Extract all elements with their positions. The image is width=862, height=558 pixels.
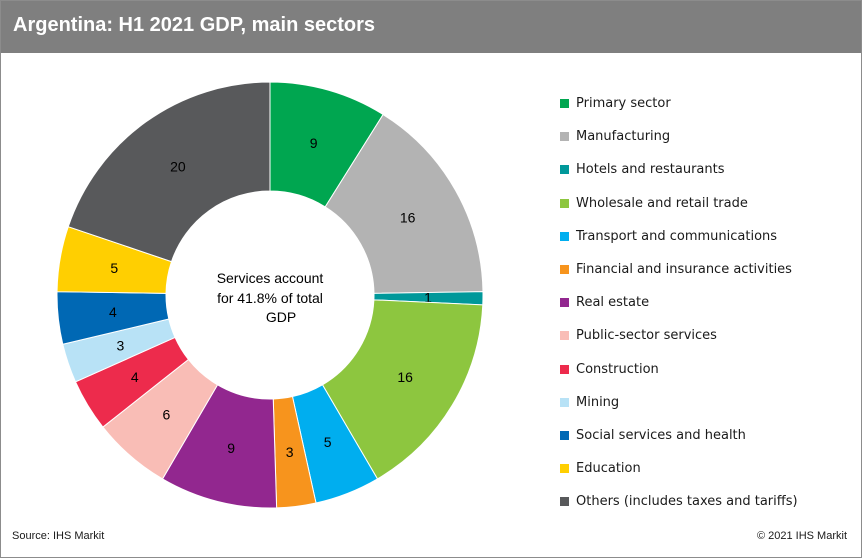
data-label-construction: 4 <box>131 369 139 385</box>
legend-swatch <box>560 464 569 474</box>
center-annotation-line: Services account <box>217 270 324 286</box>
legend-label: Social services and health <box>576 427 746 443</box>
data-label-transport-and-communications: 5 <box>324 434 332 450</box>
legend-label: Primary sector <box>576 96 671 112</box>
legend-item-manufacturing: Manufacturing <box>560 120 798 153</box>
data-label-education: 5 <box>110 260 118 276</box>
title-bar: Argentina: H1 2021 GDP, main sectors <box>1 1 861 53</box>
legend-item-public-sector-services: Public-sector services <box>560 319 798 352</box>
data-label-hotels-and-restaurants: 1 <box>424 289 432 305</box>
legend-item-hotels-and-restaurants: Hotels and restaurants <box>560 153 798 186</box>
legend-swatch <box>560 430 569 440</box>
legend-label: Hotels and restaurants <box>576 162 725 178</box>
legend-swatch <box>560 198 569 208</box>
legend-label: Wholesale and retail trade <box>576 195 748 211</box>
center-annotation-line: for 41.8% of total <box>217 290 323 306</box>
legend-label: Public-sector services <box>576 328 717 344</box>
legend-swatch <box>560 497 569 507</box>
data-label-real-estate: 9 <box>227 440 235 456</box>
legend-swatch <box>560 364 569 374</box>
legend-label: Education <box>576 461 641 477</box>
legend-item-construction: Construction <box>560 353 798 386</box>
legend-swatch <box>560 132 569 142</box>
data-label-public-sector-services: 6 <box>162 406 170 422</box>
legend-item-transport-and-communications: Transport and communications <box>560 220 798 253</box>
legend-swatch <box>560 265 569 275</box>
legend-swatch <box>560 298 569 308</box>
data-label-social-services-and-health: 4 <box>109 304 117 320</box>
legend-swatch <box>560 397 569 407</box>
data-label-primary-sector: 9 <box>310 135 318 151</box>
legend-label: Manufacturing <box>576 129 671 145</box>
legend-item-social-services-and-health: Social services and health <box>560 419 798 452</box>
slice-manufacturing <box>324 113 484 294</box>
legend-item-primary-sector: Primary sector <box>560 87 798 120</box>
slice-others-includes-taxes-and-tariffs <box>67 81 271 263</box>
slice-wholesale-and-retail-trade <box>321 299 484 480</box>
legend-swatch <box>560 231 569 241</box>
source-note: Source: IHS Markit <box>12 530 105 542</box>
data-label-wholesale-and-retail-trade: 16 <box>397 369 413 385</box>
chart-legend: Primary sector Manufacturing Hotels and re… <box>560 87 798 518</box>
legend-swatch <box>560 99 569 109</box>
legend-label: Others (includes taxes and tariffs) <box>576 494 798 510</box>
data-label-manufacturing: 16 <box>400 209 416 225</box>
legend-item-wholesale-and-retail-trade: Wholesale and retail trade <box>560 187 798 220</box>
legend-item-others-includes-taxes-and-tariffs: Others (includes taxes and tariffs) <box>560 485 798 518</box>
legend-swatch <box>560 165 569 175</box>
data-label-financial-and-insurance-activities: 3 <box>286 444 294 460</box>
data-label-mining: 3 <box>116 338 124 354</box>
legend-item-education: Education <box>560 452 798 485</box>
legend-item-mining: Mining <box>560 386 798 419</box>
legend-label: Transport and communications <box>576 228 778 244</box>
data-label-others-includes-taxes-and-tariffs: 20 <box>170 159 186 175</box>
legend-label: Real estate <box>576 295 650 311</box>
copyright-note: © 2021 IHS Markit <box>756 530 847 542</box>
legend-label: Financial and insurance activities <box>576 262 792 278</box>
chart-title: Argentina: H1 2021 GDP, main sectors <box>13 14 375 36</box>
legend-label: Construction <box>576 361 659 377</box>
legend-label: Mining <box>576 394 620 410</box>
center-annotation-line: GDP <box>266 309 296 325</box>
legend-item-financial-and-insurance-activities: Financial and insurance activities <box>560 253 798 286</box>
legend-swatch <box>560 331 569 341</box>
legend-item-real-estate: Real estate <box>560 286 798 319</box>
